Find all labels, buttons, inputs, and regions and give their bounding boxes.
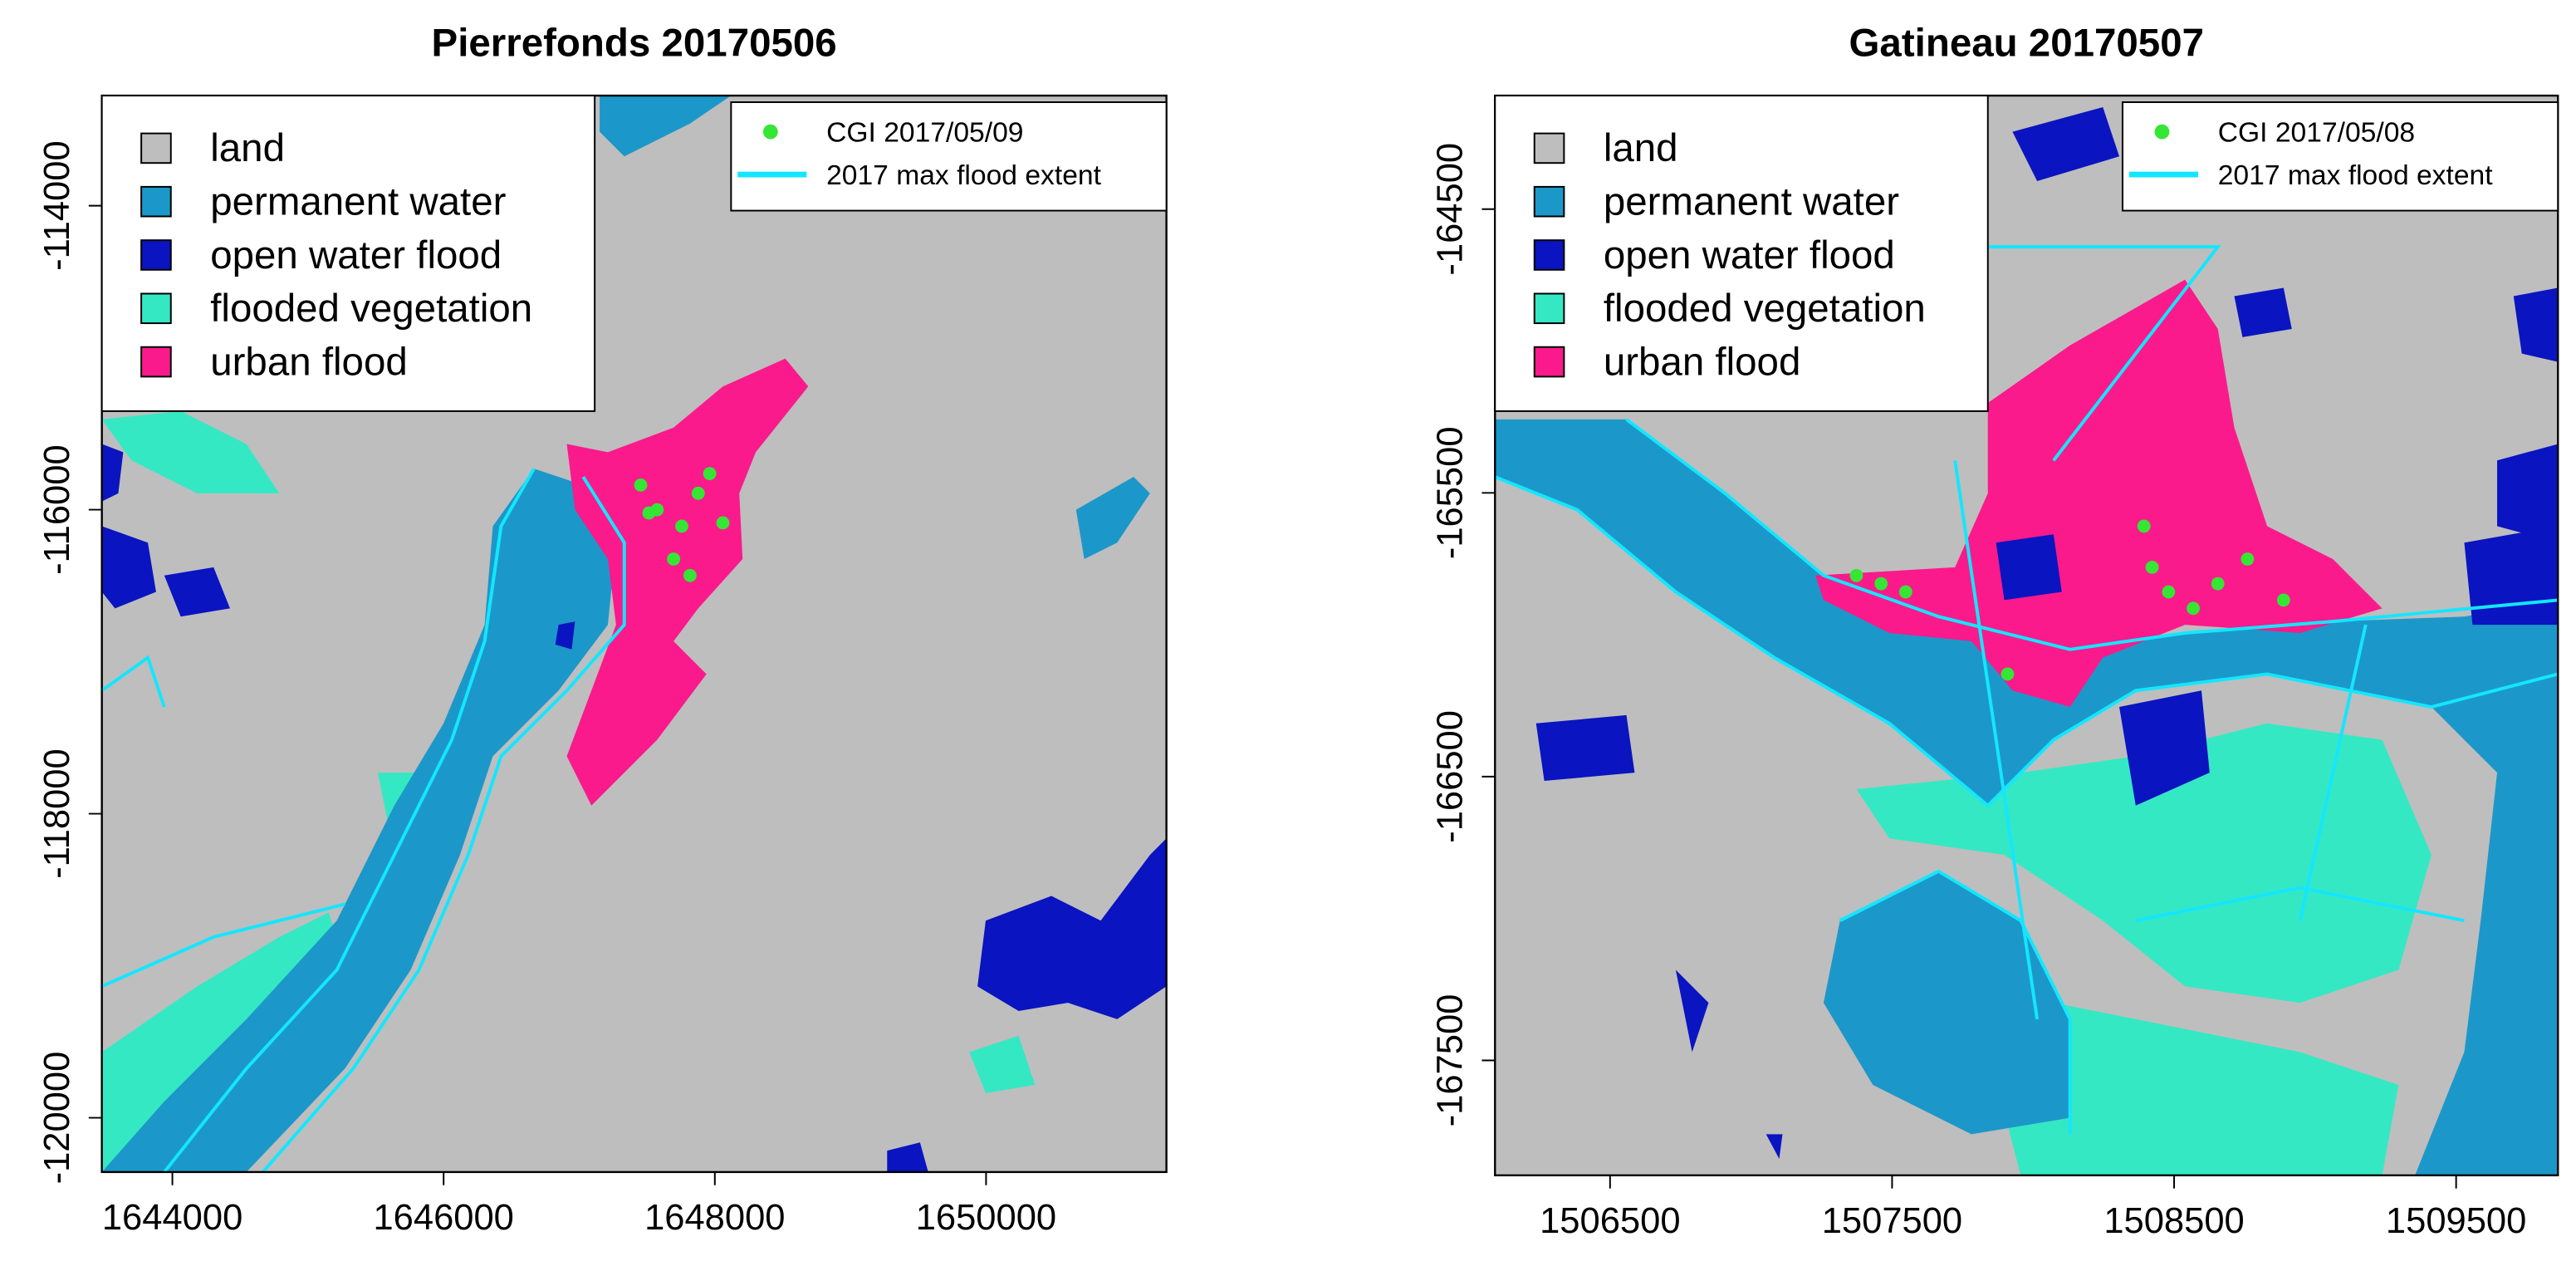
legend-label: permanent water <box>1604 180 1899 224</box>
legend-swatch <box>140 292 172 325</box>
legend-label: flooded vegetation <box>1604 287 1926 331</box>
x-tick-label: 1509500 <box>2386 1201 2526 1241</box>
max-flood-extent <box>1495 245 2559 1135</box>
axes: Pierrefonds 20170506 1644000 1646000 164800… <box>37 22 2559 1241</box>
legend: land permanent water open water flood flood… <box>100 95 596 412</box>
inset-legend-label: 2017 max flood extent <box>2218 160 2494 191</box>
legend-label: open water flood <box>1604 233 1895 277</box>
urban-flood <box>1815 279 2383 708</box>
legend-swatch <box>1533 132 1565 164</box>
legend-point <box>2154 124 2170 140</box>
y-tick-label: -166500 <box>1431 710 1471 843</box>
inset-legend-box <box>730 101 1168 212</box>
legend-swatch <box>140 346 172 378</box>
urban-flood <box>566 358 809 806</box>
x-tick-label: 1507500 <box>1822 1201 1962 1241</box>
legend: land permanent water open water flood flood… <box>1494 95 1989 412</box>
y-tick-label: -165500 <box>1431 426 1471 559</box>
legend-label: flooded vegetation <box>210 287 532 331</box>
legend-swatch <box>1533 292 1565 325</box>
legend-label: permanent water <box>210 180 506 224</box>
legend-label: urban flood <box>210 340 408 384</box>
legend-swatch <box>1533 346 1565 378</box>
inset-legend: CGI 2017/05/09 2017 max flood extent <box>730 101 1168 212</box>
y-tick-label: -116000 <box>37 444 77 574</box>
legend-label: land <box>210 126 285 170</box>
inset-legend-label: 2017 max flood extent <box>826 160 1102 191</box>
inset-legend-box <box>2121 101 2559 212</box>
map-panel-1 <box>101 96 1167 1172</box>
x-tick-label: 1650000 <box>916 1198 1056 1238</box>
cgi-points <box>1849 519 2290 681</box>
legend-box <box>100 95 596 412</box>
legend-box <box>1494 95 1989 412</box>
x-tick-label: 1646000 <box>373 1198 513 1238</box>
legend-label: land <box>1604 126 1678 170</box>
legend-swatch <box>1533 185 1565 218</box>
y-tick-label: -120000 <box>37 1052 77 1185</box>
plot-frame <box>100 94 1168 1174</box>
x-tick-label: 1648000 <box>644 1198 785 1238</box>
y-tick-label: -167500 <box>1431 994 1471 1127</box>
legend-swatch <box>140 132 172 164</box>
legend-label: urban flood <box>1604 340 1801 384</box>
inset-legend-label: CGI 2017/05/09 <box>826 117 1023 148</box>
permanent-water <box>101 96 1150 1172</box>
y-tick-label: -164500 <box>1431 143 1471 276</box>
permanent-water <box>1495 419 2559 1175</box>
inset-legend-label: CGI 2017/05/08 <box>2218 117 2415 148</box>
x-tick-label: 1508500 <box>2103 1201 2244 1241</box>
legend-point <box>762 124 778 140</box>
y-tick-label: -114000 <box>37 140 77 270</box>
panel-title: Gatineau 20170507 <box>1849 22 2205 66</box>
legend-label: open water flood <box>210 233 502 277</box>
max-flood-extent <box>101 468 626 1172</box>
inset-legend: CGI 2017/05/08 2017 max flood extent <box>2121 101 2559 212</box>
legend-swatch <box>140 185 172 218</box>
cgi-points <box>634 467 730 582</box>
panel-title: Pierrefonds 20170506 <box>432 22 837 66</box>
legend-swatch <box>140 239 172 271</box>
legend-swatch <box>1533 239 1565 271</box>
x-tick-label: 1644000 <box>102 1198 242 1238</box>
x-tick-label: 1506500 <box>1540 1201 1680 1241</box>
y-tick-label: -118000 <box>37 748 77 878</box>
plot-frame <box>1494 94 2559 1177</box>
